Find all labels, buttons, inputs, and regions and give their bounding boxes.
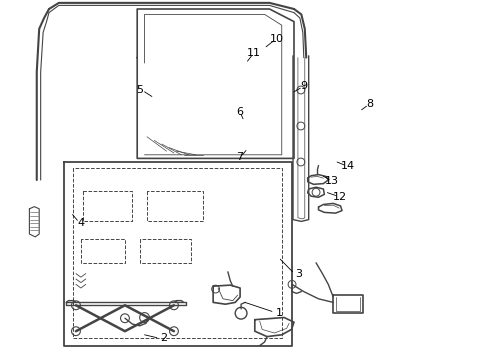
Text: 4: 4	[77, 218, 84, 228]
Text: 6: 6	[237, 107, 244, 117]
Text: 10: 10	[270, 34, 284, 44]
Text: 14: 14	[341, 161, 355, 171]
Text: 11: 11	[247, 48, 261, 58]
Text: 2: 2	[161, 333, 168, 343]
Text: 13: 13	[325, 176, 339, 186]
Text: 7: 7	[237, 152, 244, 162]
Text: 9: 9	[300, 81, 307, 91]
Text: 12: 12	[333, 192, 346, 202]
Text: 1: 1	[276, 308, 283, 318]
Text: 8: 8	[367, 99, 373, 109]
Text: 3: 3	[295, 269, 302, 279]
Text: 5: 5	[136, 85, 143, 95]
